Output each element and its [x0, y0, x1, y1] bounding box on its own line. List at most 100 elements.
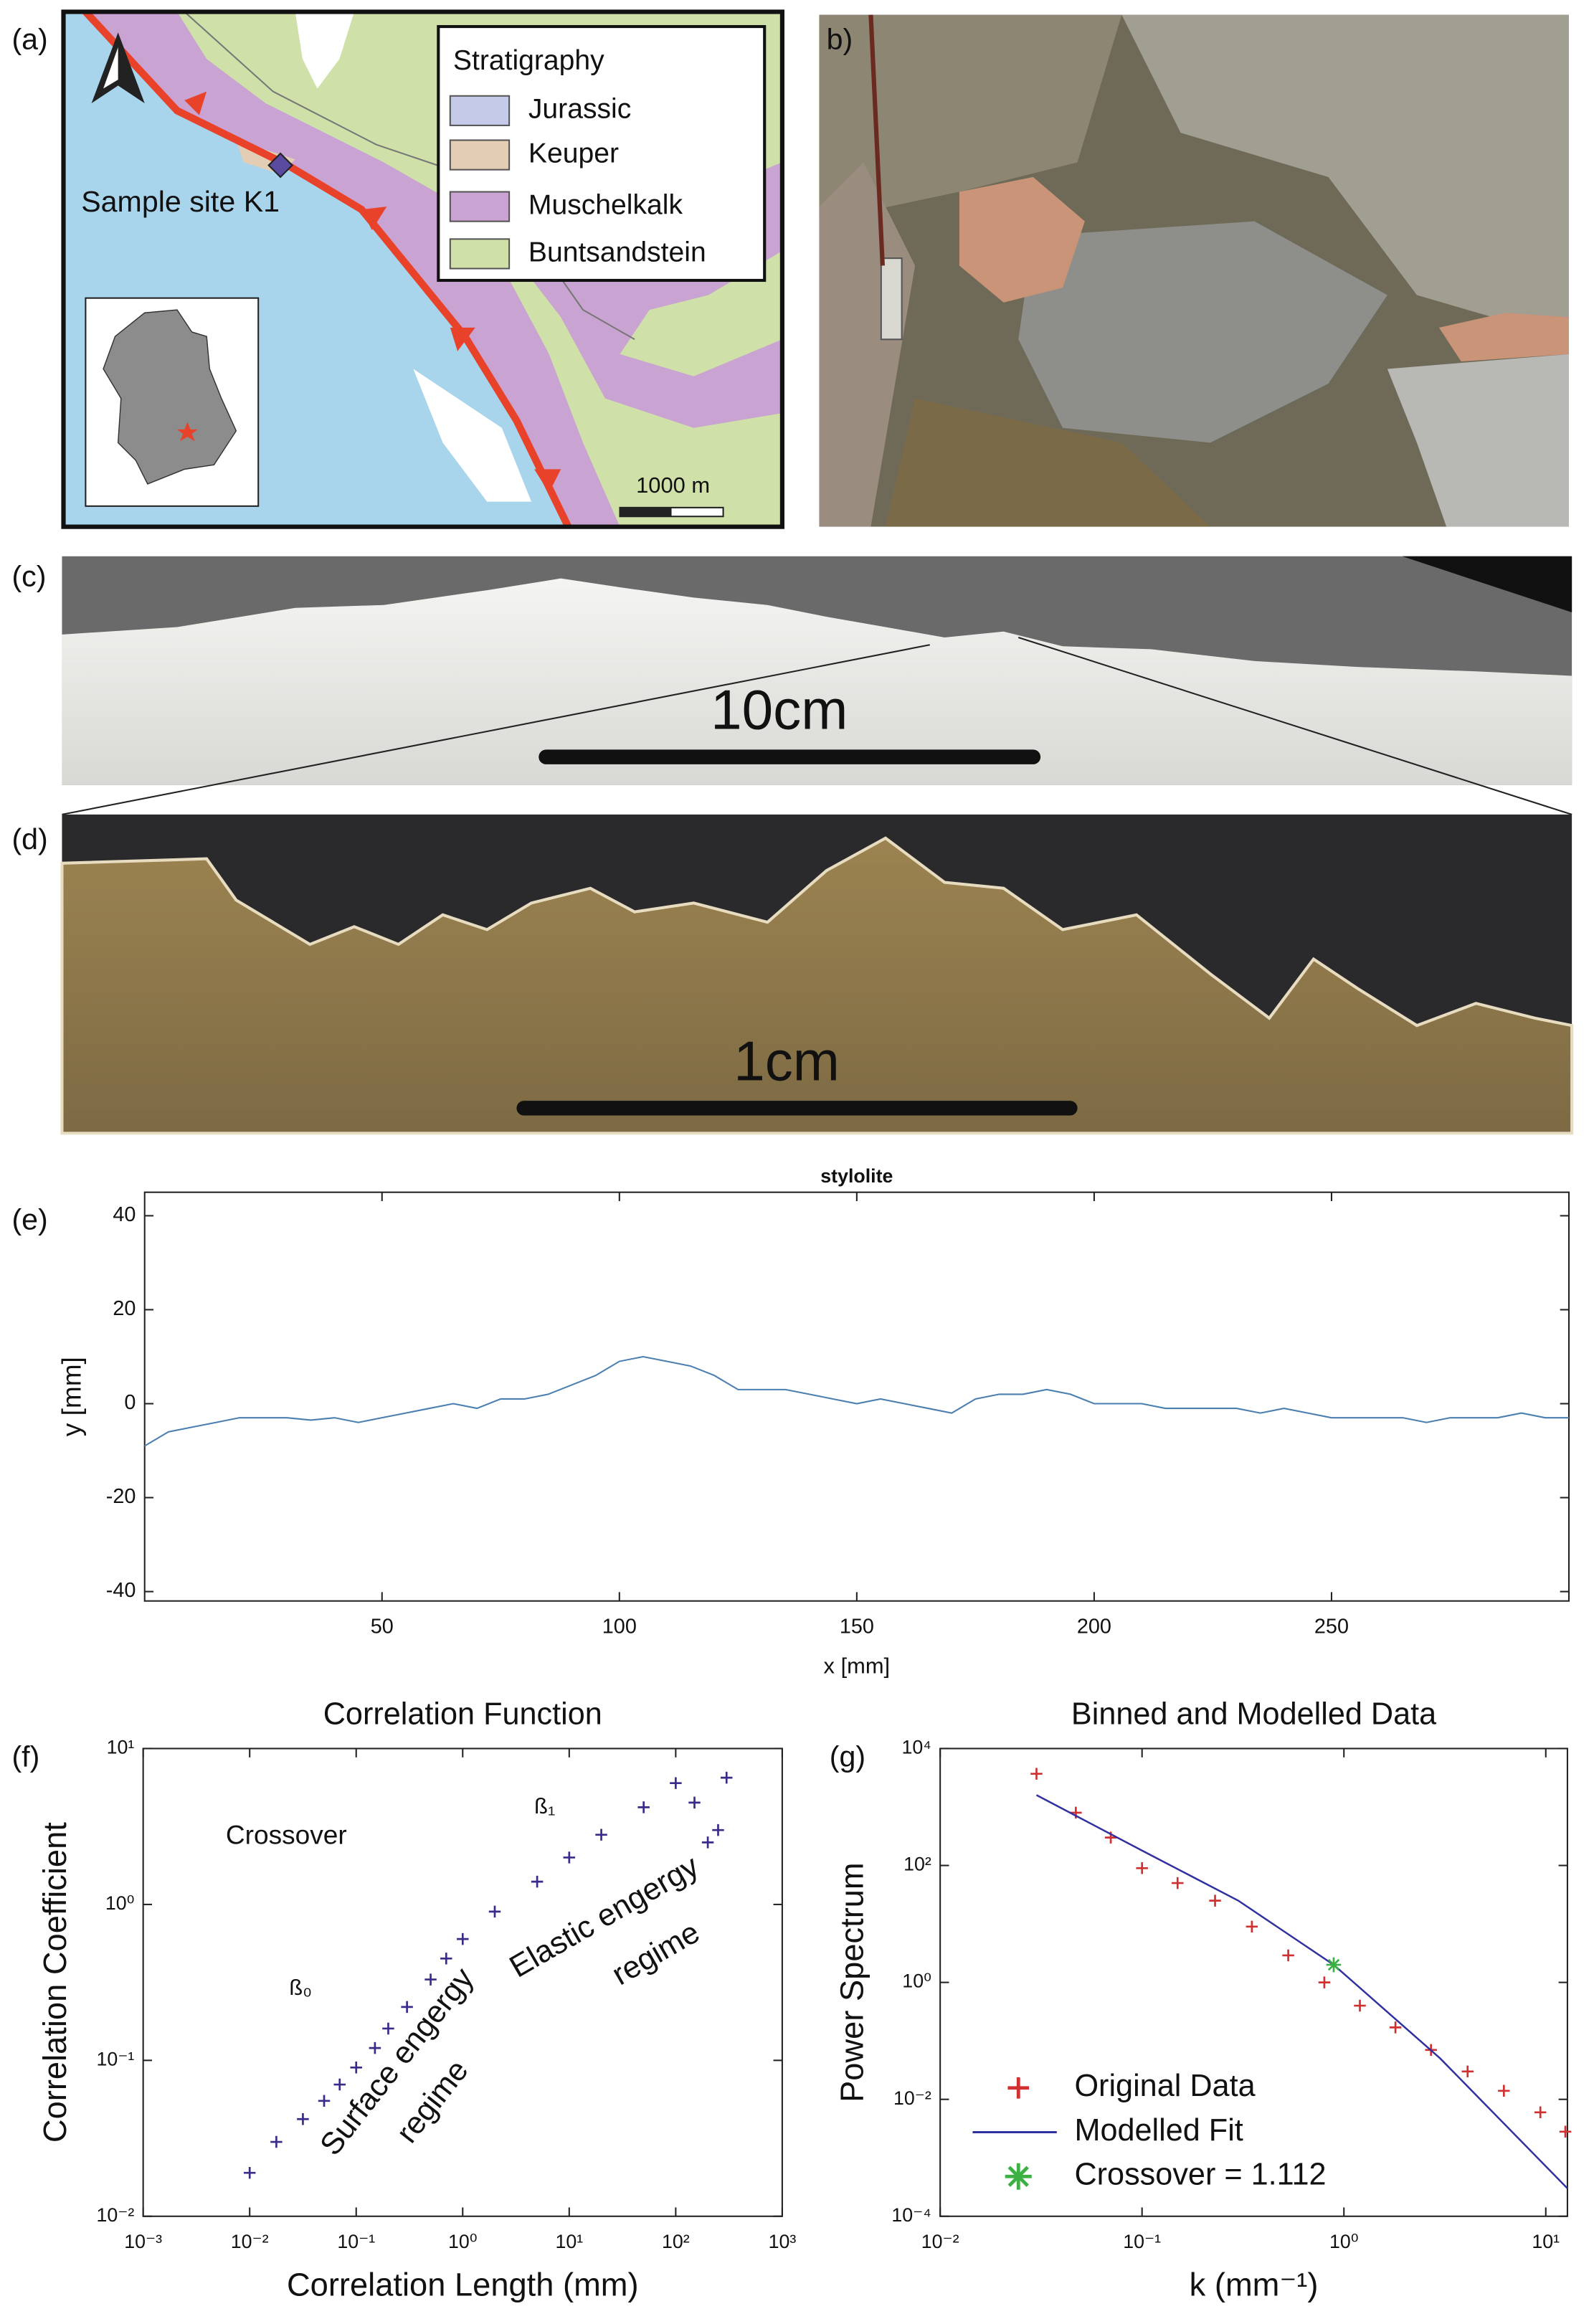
plus-marker: [457, 1932, 469, 1945]
scale-bar-half: [620, 507, 672, 517]
muschelkalk-area: [85, 11, 782, 527]
zoom-line: [1017, 636, 1572, 815]
fault-tick: [534, 469, 561, 493]
plus-marker: [1354, 1999, 1366, 2012]
rock-block: [886, 398, 1210, 527]
plus-marker: [1209, 1894, 1221, 1907]
panel-label: (c): [11, 560, 46, 593]
legend-label: Muschelkalk: [528, 189, 683, 220]
x-tick-label: 10⁻²: [921, 2231, 959, 2252]
y-tick-label: 10⁻⁴: [891, 2204, 931, 2226]
x-tick-label: 10⁰: [1329, 2231, 1358, 2252]
annotation: ß₁: [534, 1793, 555, 1818]
x-tick-label: 10⁻¹: [1123, 2231, 1161, 2252]
photo: [819, 14, 1570, 527]
x-tick-label: 10²: [662, 2231, 690, 2252]
y-tick-label: 20: [113, 1297, 136, 1320]
zoom-line: [62, 644, 930, 815]
plus-marker: [1498, 2085, 1510, 2097]
legend-swatch: [449, 191, 511, 222]
plus-marker: [270, 2135, 283, 2148]
plus-marker: [721, 1771, 733, 1784]
x-axis-label: Correlation Length (mm): [287, 2267, 639, 2303]
plus-marker: [350, 2062, 362, 2074]
quaternary-area: [413, 369, 531, 502]
panel-label: (g): [830, 1740, 865, 1773]
plus-marker: [401, 2001, 413, 2014]
panel-label: b): [827, 22, 853, 55]
legend-label: Original Data: [1074, 2069, 1256, 2103]
y-tick-label: 10⁻²: [893, 2087, 931, 2109]
annotation: Crossover: [226, 1820, 347, 1850]
rock-block: [1387, 354, 1570, 527]
plus-marker: [297, 2113, 309, 2125]
plus-marker: [1136, 1862, 1148, 1874]
y-tick-label: 40: [113, 1203, 136, 1226]
x-tick-label: 150: [840, 1615, 874, 1638]
y-tick-label: 0: [124, 1391, 136, 1414]
chart-title: stylolite: [820, 1165, 893, 1187]
plus-marker: [1461, 2065, 1474, 2078]
y-tick-label: 10⁴: [902, 1737, 931, 1758]
section-rock: [60, 836, 1574, 1135]
plus-marker: [333, 2078, 346, 2091]
rock-block: [1018, 221, 1387, 443]
x-tick-label: 10⁰: [448, 2231, 477, 2252]
tool-handle: [868, 14, 885, 266]
y-axis-label: Power Spectrum: [834, 1862, 870, 2102]
plus-marker: [712, 1823, 724, 1836]
fault-tick: [450, 327, 475, 351]
plus-marker: [1534, 2106, 1547, 2119]
plus-marker: [1318, 1976, 1331, 1988]
plus-marker: [369, 2041, 381, 2054]
plus-marker: [670, 1777, 682, 1789]
plus-marker: [595, 1829, 607, 1841]
plus-marker: [382, 2022, 394, 2035]
inset-star: [177, 422, 198, 442]
map: [63, 11, 782, 527]
scale-label: 10cm: [711, 678, 848, 741]
map-frame: [61, 9, 785, 529]
x-axis-label: k (mm⁻¹): [1190, 2267, 1319, 2303]
legend-title: Stratigraphy: [453, 45, 604, 76]
plus-marker: [531, 1875, 544, 1888]
plus-marker: [1246, 1920, 1258, 1933]
y-tick-label: 10⁻²: [97, 2204, 135, 2226]
person-leg: [819, 162, 916, 527]
x-tick-label: 100: [602, 1615, 637, 1638]
plus-marker: [424, 1973, 437, 1986]
legend-label: Crossover = 1.112: [1074, 2158, 1326, 2192]
legend-label: Buntsandstein: [528, 237, 706, 267]
plus-marker: [488, 1905, 501, 1918]
plus-marker: [1282, 1949, 1294, 1962]
y-axis-label: y [mm]: [57, 1357, 87, 1436]
inset-germany: [103, 309, 237, 485]
plus-marker: [637, 1801, 650, 1813]
site-marker: [267, 152, 294, 179]
hand: [1438, 313, 1570, 362]
chart-title: Correlation Function: [323, 1697, 602, 1732]
site-label: Sample site K1: [81, 185, 280, 218]
plus-marker: [1030, 1768, 1043, 1780]
plus-marker: [1172, 1877, 1184, 1889]
x-tick-label: 10³: [769, 2231, 797, 2252]
scale-label: 1000 m: [636, 473, 710, 498]
x-tick-label: 50: [371, 1615, 394, 1638]
fault-tick: [184, 91, 207, 115]
x-tick-label: 250: [1314, 1615, 1349, 1638]
y-tick-label: -20: [106, 1485, 136, 1508]
y-tick-label: 10²: [903, 1854, 931, 1875]
y-tick-label: 10⁰: [902, 1970, 931, 1992]
y-tick-label: -40: [106, 1579, 136, 1602]
plot-area: [143, 1191, 1570, 1602]
y-axis-label: Correlation Coefficient: [37, 1822, 73, 2143]
fault-tick: [361, 207, 387, 231]
legend-label: Modelled Fit: [1074, 2113, 1243, 2148]
star-marker: [1326, 1957, 1342, 1973]
panel-label: (a): [11, 22, 47, 55]
panel-label: (f): [11, 1740, 39, 1773]
quaternary-area: [295, 11, 354, 89]
plot-area: [142, 1747, 783, 2217]
scale-bar: [539, 749, 1041, 764]
